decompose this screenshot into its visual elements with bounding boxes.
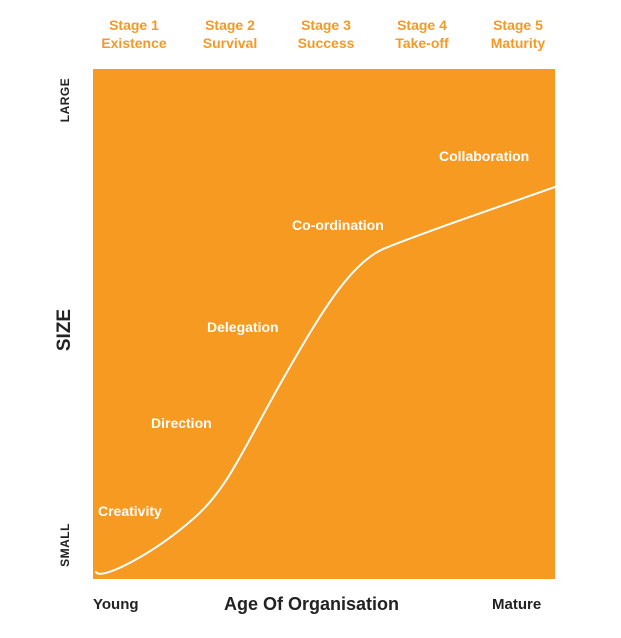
x-axis-young-label: Young [93,596,139,613]
stage-1-number: Stage 1 [109,17,159,33]
stage-4-number: Stage 4 [397,17,447,33]
growth-curve [95,186,555,575]
phase-coordination-label: Co-ordination [292,217,384,233]
stage-2-header: Stage 2 Survival [182,16,278,52]
stage-2-name: Survival [202,35,258,51]
y-axis-small-label: SMALL [58,523,72,567]
stage-3-name: Success [297,35,355,51]
growth-curve-svg [95,186,555,575]
stage-3-header: Stage 3 Success [278,16,374,52]
growth-diagram-panel: Creativity Direction Delegation Co-ordin… [93,69,555,579]
y-axis-title: SIZE [54,308,75,352]
stage-1-header: Stage 1 Existence [86,16,182,52]
stage-1-name: Existence [101,35,167,51]
stage-4-header: Stage 4 Take-off [374,16,470,52]
stage-5-name: Maturity [490,35,546,51]
y-axis-large-label: LARGE [58,77,72,123]
x-axis-mature-label: Mature [492,596,542,613]
stage-4-name: Take-off [395,35,449,51]
stage-2-number: Stage 2 [205,17,255,33]
phase-collaboration-label: Collaboration [439,148,530,164]
stage-3-number: Stage 3 [301,17,351,33]
phase-direction-label: Direction [151,415,212,431]
x-axis-title: Age Of Organisation [224,594,400,614]
stage-5-header: Stage 5 Maturity [470,16,566,52]
phase-creativity-label: Creativity [98,503,162,519]
stage-5-number: Stage 5 [493,17,543,33]
phase-delegation-label: Delegation [207,319,279,335]
